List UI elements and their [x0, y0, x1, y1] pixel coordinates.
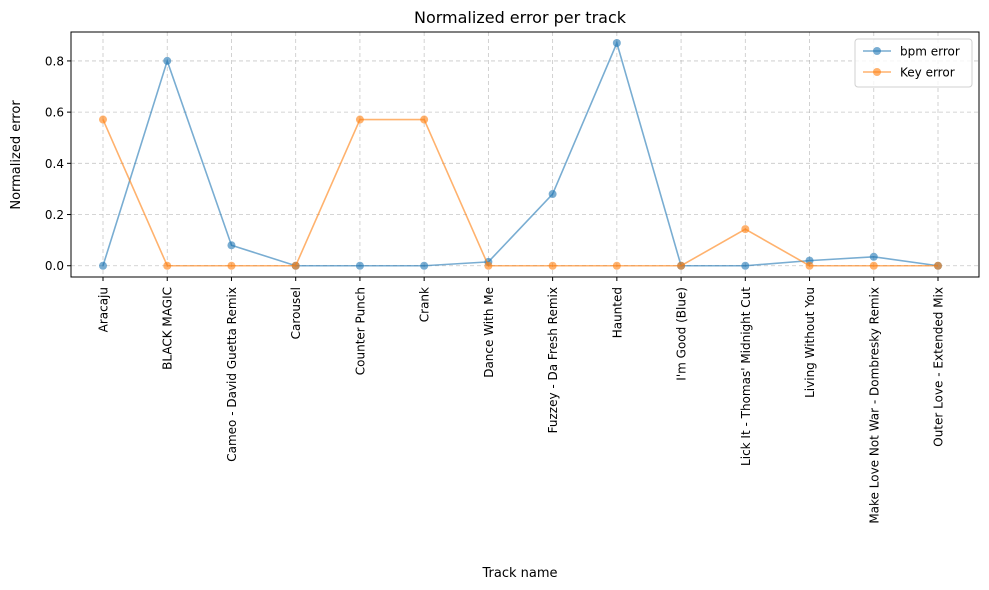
x-tick-label: BLACK MAGIC: [161, 287, 175, 370]
key-error-point: [612, 261, 621, 270]
y-tick-label: 0.6: [45, 106, 64, 120]
x-tick-label: Crank: [418, 287, 432, 322]
x-tick-label: Aracaju: [97, 287, 111, 332]
x-tick-label: Lick It - Thomas' Midnight Cut: [739, 287, 753, 466]
y-axis: 0.0 0.2 0.4 0.6 0.8: [45, 54, 71, 273]
legend-bpm-error-label: bpm error: [900, 45, 960, 59]
key-error-point: [484, 261, 493, 270]
plot-frame: [70, 31, 980, 278]
key-error-point: [291, 261, 300, 270]
x-tick-label: Counter Punch: [353, 287, 367, 375]
key-error-point: [227, 261, 236, 270]
x-tick-label: Haunted: [610, 287, 624, 338]
bpm-error-point: [548, 190, 557, 199]
key-error-point: [741, 225, 750, 234]
key-error-point: [163, 261, 172, 270]
y-tick-label: 0.4: [45, 157, 64, 171]
key-error-point: [869, 261, 878, 270]
x-axis: Aracaju BLACK MAGIC Cameo - David Guetta R…: [97, 277, 946, 524]
x-tick-label: Living Without You: [803, 287, 817, 398]
bpm-error-point: [612, 39, 621, 48]
key-error-point: [548, 261, 557, 270]
key-error-point: [934, 261, 942, 270]
bpm-error-point: [227, 241, 236, 250]
y-tick-label: 0.2: [45, 208, 64, 222]
key-error-point: [355, 115, 364, 124]
legend-key-error-label: Key error: [900, 66, 955, 80]
x-tick-label: Carousel: [289, 287, 303, 339]
y-tick-label: 0.8: [45, 54, 64, 68]
key-error-point: [677, 261, 686, 270]
x-axis-label: Track name: [481, 566, 557, 581]
x-tick-label: Dance With Me: [482, 287, 496, 378]
bpm-error-line: [102, 40, 939, 267]
y-tick-label: 0.0: [45, 259, 64, 273]
legend-key-error-marker: [873, 68, 881, 76]
x-tick-label: Fuzzey - Da Fresh Remix: [546, 287, 560, 433]
legend-bpm-error-marker: [873, 47, 881, 55]
bpm-error-point: [869, 252, 878, 261]
key-error-point: [420, 115, 429, 124]
bpm-error-point: [355, 261, 364, 270]
x-tick-label: I'm Good (Blue): [675, 287, 689, 381]
key-error-point: [99, 115, 107, 124]
bpm-error-point: [420, 261, 429, 270]
bpm-error-point: [163, 56, 172, 65]
x-tick-label: Outer Love - Extended Mix: [932, 287, 946, 447]
bpm-error-point: [741, 261, 750, 270]
legend: bpm error Key error: [854, 38, 973, 88]
bpm-error-point: [99, 261, 107, 270]
chart-title: Normalized error per track: [414, 8, 627, 27]
x-tick-label: Make Love Not War - Dombresky Remix: [867, 287, 881, 524]
x-tick-label: Cameo - David Guetta Remix: [225, 287, 239, 462]
y-axis-label: Normalized error: [9, 100, 24, 210]
series-lines: [99, 39, 942, 270]
key-error-line: [102, 118, 938, 267]
key-error-point: [805, 261, 814, 270]
